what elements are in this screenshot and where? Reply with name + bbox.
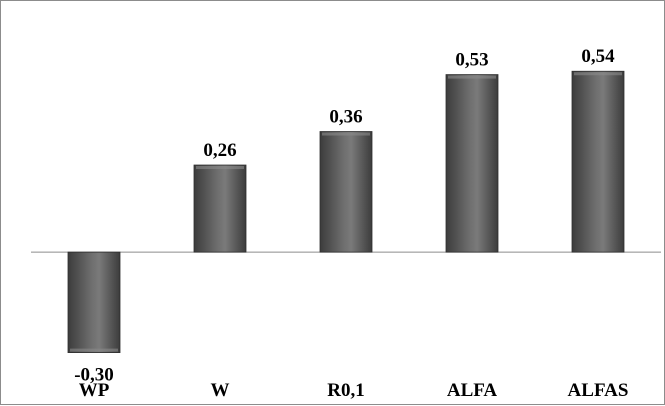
x-tick-label: W (211, 380, 230, 401)
bar-alfa (445, 74, 499, 253)
x-tick-label: R0,1 (327, 380, 364, 401)
bar-bevel (322, 132, 370, 136)
bar-r0-1 (319, 131, 373, 253)
data-label: 0,53 (455, 50, 488, 71)
bar-w (193, 164, 247, 253)
x-tick-label: ALFA (447, 380, 498, 401)
bar-bevel (196, 166, 244, 170)
bar-alfas (571, 70, 625, 253)
bar-bevel (448, 75, 496, 79)
x-tick-label: WP (79, 380, 110, 401)
data-label: -0,30 (74, 365, 114, 386)
bar-wp (67, 251, 121, 354)
bar-bevel (574, 72, 622, 76)
x-tick-label: ALFAS (568, 380, 629, 401)
bar-bevel (70, 348, 118, 352)
data-label: 0,54 (581, 46, 615, 67)
data-label: 0,26 (203, 140, 236, 161)
data-label: 0,36 (329, 107, 362, 128)
